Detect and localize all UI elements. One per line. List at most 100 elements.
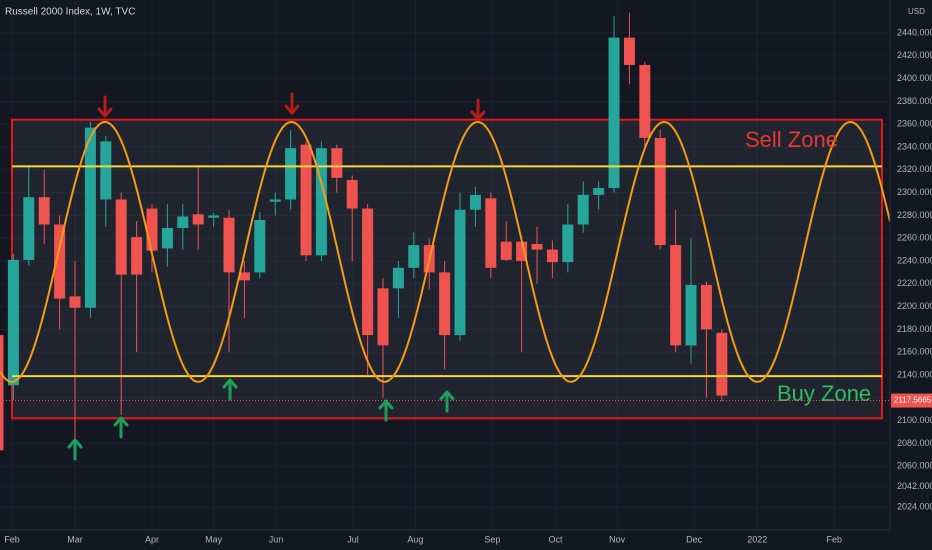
x-tick-label: Feb (4, 534, 20, 544)
candle-body (285, 148, 297, 200)
x-tick-label: Jul (347, 534, 359, 544)
up-arrow (439, 390, 455, 413)
candle-body (439, 272, 451, 336)
currency: USD (908, 7, 925, 16)
up-arrow (222, 378, 238, 401)
y-tick-label: 2260.0000 (897, 233, 932, 243)
candle-body (485, 198, 497, 268)
candle-body (7, 259, 19, 386)
down-arrow (97, 95, 113, 118)
y-tick-label: 2160.0000 (897, 347, 932, 357)
x-tick-label: 2022 (747, 534, 767, 544)
candle-body (54, 224, 66, 299)
zone-box (11, 118, 883, 420)
sell-zone-label: Sell Zone (745, 127, 838, 152)
x-tick-label: Jun (269, 534, 284, 544)
y-tick-label: 2240.0000 (897, 255, 932, 265)
candle-body (254, 219, 266, 273)
candle-body (654, 137, 666, 246)
candle-body (500, 241, 512, 260)
x-tick-label: Aug (407, 534, 423, 544)
chart-title: Russell 2000 Index, 1W, TVC (5, 7, 135, 18)
y-tick-label: 2180.0000 (897, 324, 932, 334)
candle-body (346, 180, 358, 209)
y-tick-label: 2340.0000 (897, 141, 932, 151)
y-tick-label: 2080.0000 (897, 438, 932, 448)
candle-body (700, 284, 712, 330)
candle-body (69, 296, 81, 308)
candle-body (223, 217, 235, 273)
candle-body (331, 148, 343, 178)
candle-body (161, 227, 173, 249)
y-tick-label: 2320.0000 (897, 164, 932, 174)
y-tick-label: 2024.0000 (897, 502, 932, 512)
candle-body (315, 148, 327, 256)
x-tick-label: Nov (609, 534, 626, 544)
y-tick-label: 2420.0000 (897, 50, 932, 60)
candle-body (23, 197, 35, 260)
candle-body (269, 199, 281, 202)
y-tick-label: 2360.0000 (897, 119, 932, 129)
candle-body (100, 141, 112, 200)
y-tick-label: 2400.0000 (897, 73, 932, 83)
y-tick-label: 2300.0000 (897, 187, 932, 197)
down-arrow (284, 92, 300, 115)
overlay: Sell Zone Buy Zone (0, 120, 891, 406)
candle-body (639, 64, 651, 138)
candles (0, 12, 728, 451)
up-arrow (378, 399, 394, 422)
candle-body (115, 199, 127, 275)
candle-body (454, 209, 466, 336)
candle-body (670, 245, 682, 346)
x-tick-label: Feb (826, 534, 842, 544)
last-price-label: 2117.5665 (894, 396, 932, 405)
x-tick-label: Dec (686, 534, 703, 544)
y-tick-label: 2100.0000 (897, 415, 932, 425)
last-price-box (891, 393, 932, 408)
candle-body (362, 208, 374, 336)
up-arrow (67, 438, 83, 461)
candle-body (146, 208, 158, 251)
candle-body (623, 37, 635, 65)
y-tick-label: 2280.0000 (897, 210, 932, 220)
candle-body (516, 241, 528, 262)
candle-body (300, 144, 312, 256)
candle-body (377, 288, 389, 346)
candle-body (577, 194, 589, 225)
y-tick-label: 2220.0000 (897, 278, 932, 288)
candle-body (177, 216, 189, 228)
candle-body (531, 243, 543, 250)
y-tick-label: 2380.0000 (897, 96, 932, 106)
candle-body (469, 194, 481, 210)
candle-body (84, 127, 96, 308)
x-tick-label: May (205, 534, 223, 544)
y-tick-label: 2200.0000 (897, 301, 932, 311)
x-tick-label: Sep (484, 534, 500, 544)
candle-body (208, 215, 220, 218)
candle-body (38, 197, 50, 225)
candle-body (546, 249, 558, 263)
axes: 2440.0000 2420.0000 2400.0000 2380.0000 2360… (0, 27, 932, 544)
candle-body (716, 332, 728, 396)
y-tick-label: 2042.0000 (897, 481, 932, 491)
zones (11, 118, 883, 420)
price-axis (890, 0, 932, 550)
candle-body (608, 37, 620, 189)
y-tick-label: 2060.0000 (897, 461, 932, 471)
candle-body (562, 224, 574, 263)
candle-body (392, 267, 404, 289)
y-tick-label: 2440.0000 (897, 27, 932, 37)
x-tick-label: Mar (67, 534, 83, 544)
candle-body (593, 188, 605, 195)
down-arrow (470, 98, 486, 121)
candle-body (408, 245, 420, 268)
buy-zone-label: Buy Zone (777, 381, 871, 406)
candle-body (192, 214, 204, 225)
candle-body (685, 284, 697, 346)
x-tick-label: Apr (145, 534, 159, 544)
sine-wave (0, 120, 891, 383)
candle-body (0, 335, 4, 451)
candle-body (131, 237, 143, 275)
